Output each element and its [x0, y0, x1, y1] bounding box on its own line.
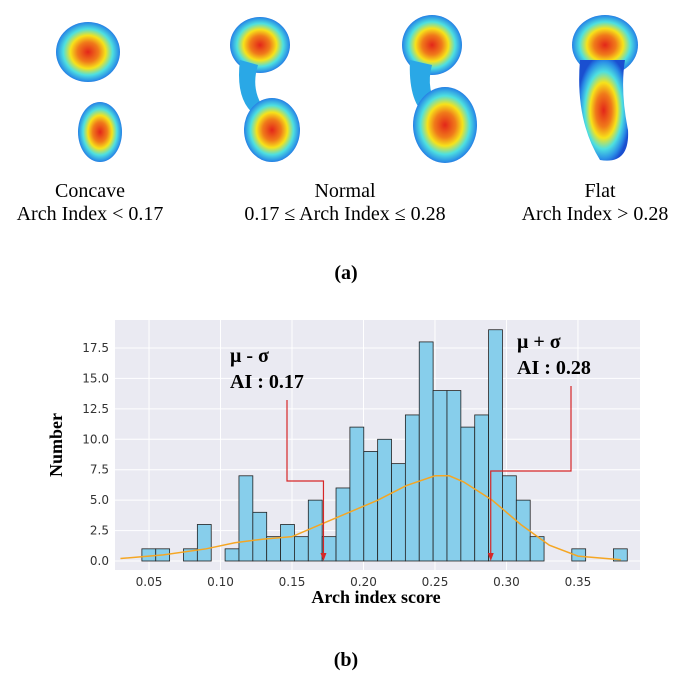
bar [377, 438, 392, 562]
caption: (a) [334, 262, 357, 284]
bar [474, 414, 489, 562]
type-rule: Arch Index > 0.28 [522, 203, 669, 225]
type-name: Concave [55, 180, 125, 202]
bar [307, 499, 323, 562]
bar [224, 548, 240, 562]
bar [613, 548, 628, 562]
annotation-arrow [286, 400, 325, 557]
type-name: Normal [314, 180, 376, 202]
x-tick-label: 0.05 [136, 575, 163, 589]
bar [571, 548, 587, 562]
y-tick-label: 12.5 [82, 402, 109, 416]
arrow-head [487, 552, 494, 561]
bar [349, 426, 365, 562]
y-tick-label: 5.0 [90, 493, 109, 507]
annotation-text: μ + σ [517, 331, 561, 353]
footprint [239, 60, 265, 115]
footprints [56, 15, 638, 163]
annotation-text: AI : 0.17 [230, 371, 304, 393]
y-tick-label: 10.0 [82, 432, 109, 446]
bar [460, 426, 476, 562]
x-tick-label: 0.25 [422, 575, 449, 589]
bar [488, 329, 503, 562]
bar [252, 511, 268, 562]
bar [196, 524, 212, 562]
footprint [579, 60, 629, 161]
caption: (b) [334, 649, 358, 671]
density-line [120, 475, 621, 561]
annotation-text: AI : 0.28 [517, 357, 591, 379]
x-tick-label: 0.10 [207, 575, 234, 589]
x-tick-label: 0.20 [350, 575, 377, 589]
bar [294, 536, 309, 562]
bar [335, 487, 351, 562]
y-tick-label: 17.5 [82, 341, 109, 355]
bar [391, 463, 406, 562]
y-tick-label: 2.5 [90, 524, 109, 538]
type-name: Flat [584, 180, 616, 202]
footprint [402, 15, 462, 75]
type-rule: Arch Index < 0.17 [17, 203, 164, 225]
bar [266, 536, 281, 562]
y-axis-label: Number [46, 413, 66, 477]
bar [238, 475, 254, 562]
x-tick-label: 0.15 [279, 575, 306, 589]
footprint [244, 98, 300, 162]
footprint [56, 22, 120, 82]
footprint [413, 87, 477, 163]
y-tick-label: 7.5 [90, 463, 109, 477]
footprint [230, 17, 290, 73]
bar [363, 451, 379, 562]
x-axis-label: Arch index score [311, 587, 440, 607]
bar [418, 341, 434, 562]
type-rule: 0.17 ≤ Arch Index ≤ 0.28 [244, 203, 445, 225]
y-tick-label: 15.0 [82, 371, 109, 385]
footprint [78, 102, 122, 162]
x-tick-label: 0.30 [493, 575, 520, 589]
arrow-head [320, 552, 327, 561]
annotation-arrow [490, 386, 572, 557]
y-tick-label: 0.0 [90, 554, 109, 568]
bar [404, 414, 420, 562]
x-tick-label: 0.35 [565, 575, 592, 589]
histogram: 0.0 2.5 5.0 7.5 10.0 12.5 15.0 17.5 0.05 0.10 0.15… [82, 320, 640, 589]
bar [141, 548, 157, 562]
annotation-text: μ - σ [230, 345, 269, 367]
bar [280, 524, 295, 562]
